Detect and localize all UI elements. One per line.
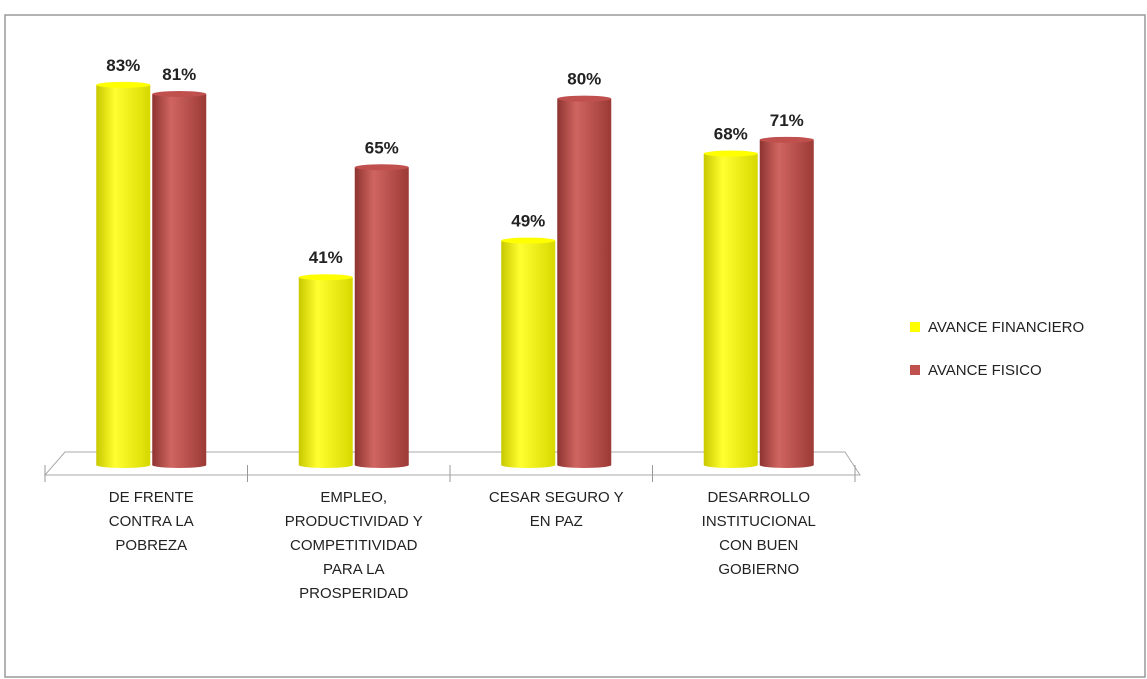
bar [501, 237, 556, 468]
legend-swatch [910, 322, 920, 332]
x-tick-label: DE FRENTE CONTRA LA POBREZA [108, 489, 194, 554]
data-label: 81% [162, 65, 196, 84]
data-label: 83% [106, 56, 140, 75]
data-label: 80% [567, 70, 601, 89]
legend-label: AVANCE FINANCIERO [928, 319, 1084, 336]
frame [4, 14, 1146, 678]
x-tick-label: CESAR SEGURO Y EN PAZ [488, 489, 624, 530]
bar [354, 164, 409, 468]
x-tick-label: EMPLEO, PRODUCTIVIDAD Y COMPETITIVIDAD P… [284, 489, 423, 602]
bar [298, 274, 353, 468]
x-tick-label: DESARROLLO INSTITUCIONAL CON BUEN GOBIER… [701, 489, 816, 578]
data-label: 49% [511, 212, 545, 231]
bar [152, 91, 207, 468]
bar [96, 81, 151, 468]
bar [557, 95, 612, 468]
data-label: 41% [309, 248, 343, 267]
bar [703, 150, 758, 468]
floor [43, 451, 861, 476]
data-label: 68% [714, 125, 748, 144]
legend-label: AVANCE FISICO [928, 362, 1042, 379]
legend-swatch [910, 365, 920, 375]
data-label: 65% [365, 138, 399, 157]
data-label: 71% [770, 111, 804, 130]
bar [759, 136, 814, 468]
